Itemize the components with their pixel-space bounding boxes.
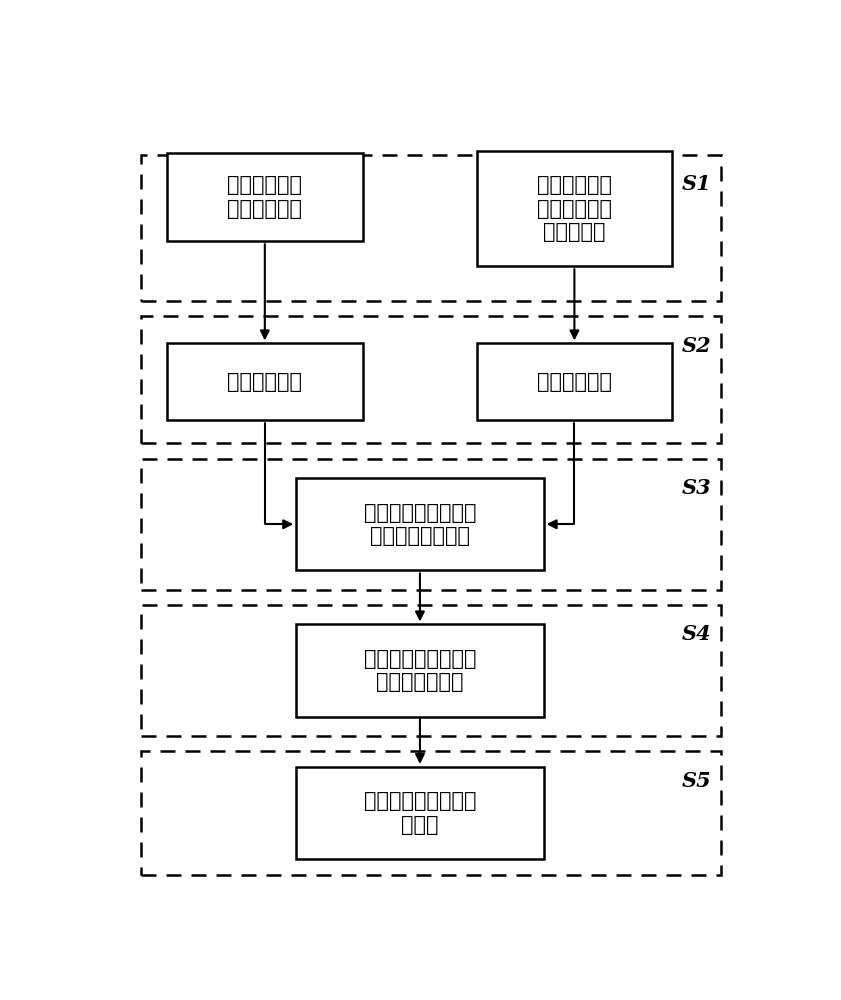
Bar <box>296 478 544 570</box>
Bar <box>141 605 721 736</box>
Bar <box>296 624 544 717</box>
Bar <box>141 751 721 875</box>
Text: 匹配目标模板与视频
帧图像的局部特征: 匹配目标模板与视频 帧图像的局部特征 <box>363 503 476 546</box>
Text: 获取要识别的
视频帧图像并
提取兴趣点: 获取要识别的 视频帧图像并 提取兴趣点 <box>537 175 612 242</box>
Text: 构建目标模板
并提取兴趣点: 构建目标模板 并提取兴趣点 <box>227 175 302 219</box>
Text: S2: S2 <box>682 336 711 356</box>
Bar <box>296 767 544 859</box>
Text: 采用对极几何约束精
确匹配局部特征: 采用对极几何约束精 确匹配局部特征 <box>363 649 476 692</box>
Text: S1: S1 <box>682 174 711 194</box>
Bar <box>477 343 672 420</box>
Text: S5: S5 <box>682 771 711 791</box>
Text: 根据匹配结果进行目
标识别: 根据匹配结果进行目 标识别 <box>363 791 476 835</box>
Text: 计算局部特征: 计算局部特征 <box>537 372 612 392</box>
Bar <box>141 316 721 443</box>
Text: 计算局部特征: 计算局部特征 <box>227 372 302 392</box>
Bar <box>141 155 721 301</box>
Text: S4: S4 <box>682 624 711 644</box>
Bar <box>167 153 362 241</box>
Bar <box>141 459 721 590</box>
Bar <box>167 343 362 420</box>
Bar <box>477 151 672 266</box>
Text: S3: S3 <box>682 478 711 498</box>
